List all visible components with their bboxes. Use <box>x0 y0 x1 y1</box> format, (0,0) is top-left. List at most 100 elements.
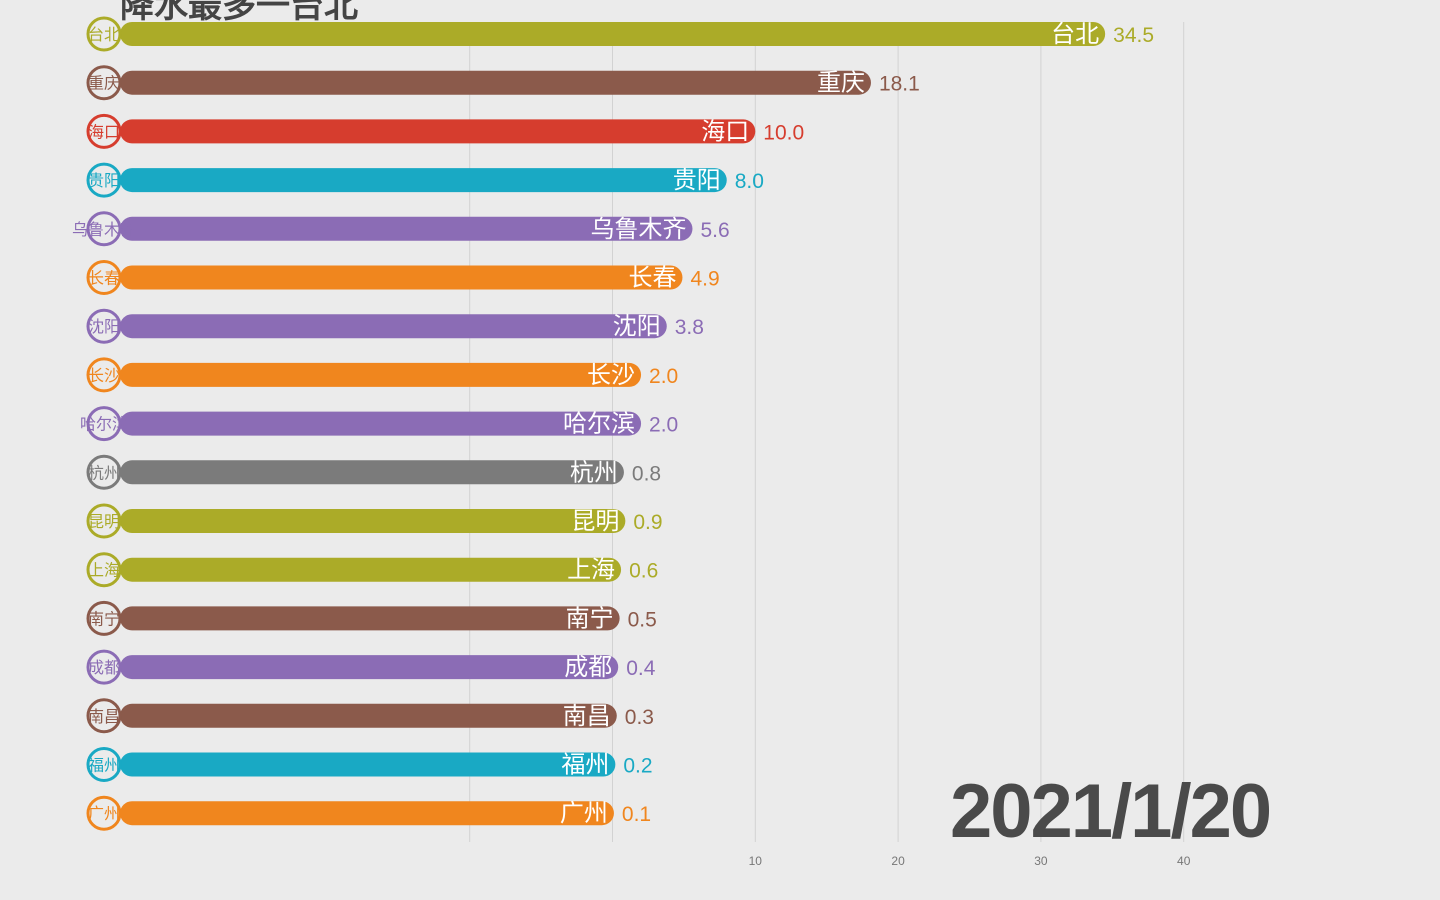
bar <box>120 265 683 290</box>
category-badge-label: 南宁 <box>88 609 120 628</box>
value-label: 0.5 <box>628 608 657 631</box>
bar-row: 广州 广州 0.1 <box>86 795 651 831</box>
bar-row: 海口 海口 10.0 <box>86 113 804 149</box>
category-badge <box>86 162 122 198</box>
category-badge <box>86 795 122 831</box>
bar-label: 沈阳 <box>613 312 661 340</box>
category-badge <box>86 357 122 393</box>
bar-label: 长沙 <box>587 361 635 389</box>
x-tick-label: 30 <box>1034 854 1048 868</box>
bar <box>120 460 624 485</box>
bar <box>120 752 616 777</box>
date-label: 2021/1/20 <box>950 769 1272 854</box>
bar <box>120 314 667 339</box>
bar <box>120 168 727 193</box>
category-badge <box>86 308 122 344</box>
bar <box>120 509 626 533</box>
category-badge-label: 乌鲁木齐 <box>72 220 136 239</box>
category-badge-label: 南昌 <box>88 707 120 726</box>
category-badge <box>86 747 122 782</box>
bar-label: 乌鲁木齐 <box>590 215 686 243</box>
bar-label: 台北 <box>1051 20 1099 48</box>
bar <box>120 362 642 387</box>
chart-title: 降水最多一台北 <box>120 0 358 26</box>
category-badge <box>86 454 122 490</box>
value-label: 2.0 <box>649 365 678 388</box>
value-label: 5.6 <box>700 219 729 242</box>
category-badge-label: 沈阳 <box>88 317 120 336</box>
bar-label: 长春 <box>628 264 676 292</box>
category-badge <box>86 16 122 52</box>
bar-label: 重庆 <box>817 69 865 97</box>
bar-label: 上海 <box>567 556 615 584</box>
category-badge-label: 贵阳 <box>88 171 120 190</box>
gridlines: 10 20 30 40 <box>469 22 1191 868</box>
category-badge-label: 广州 <box>88 804 120 823</box>
category-badge-label: 海口 <box>88 122 120 141</box>
bar <box>120 22 1106 46</box>
bar <box>120 606 620 631</box>
value-label: 0.6 <box>629 560 658 583</box>
category-badge <box>86 600 122 636</box>
bar <box>120 216 693 241</box>
bar <box>120 655 619 680</box>
bar <box>120 70 871 95</box>
bar-row: 长沙 长沙 2.0 <box>86 357 678 393</box>
bar-row: 贵阳 贵阳 8.0 <box>86 162 764 198</box>
bar <box>120 557 622 582</box>
value-label: 8.0 <box>735 170 764 193</box>
category-badge-label: 昆明 <box>88 512 120 531</box>
category-badge <box>86 698 122 734</box>
bar-row: 沈阳 沈阳 3.8 <box>86 308 704 344</box>
category-badge-label: 哈尔滨 <box>80 415 128 434</box>
value-label: 0.9 <box>633 511 662 534</box>
bar-label: 成都 <box>564 653 612 681</box>
category-badge-label: 长沙 <box>88 366 120 385</box>
value-label: 3.8 <box>675 316 704 339</box>
bar-row: 哈尔滨 哈尔滨 2.0 <box>80 406 678 442</box>
value-label: 10.0 <box>763 121 804 144</box>
bar-label: 杭州 <box>570 458 618 486</box>
bar <box>120 801 614 826</box>
value-label: 4.9 <box>690 268 719 291</box>
x-tick-label: 10 <box>749 854 763 868</box>
bar-row: 台北 台北 34.5 <box>86 16 1154 52</box>
category-badge <box>86 503 122 539</box>
bar-row: 长春 长春 4.9 <box>86 260 720 295</box>
bar-label: 广州 <box>560 799 608 827</box>
category-badge-label: 上海 <box>88 561 120 580</box>
x-tick-label: 20 <box>891 854 905 868</box>
category-badge <box>86 406 122 442</box>
value-label: 0.4 <box>626 657 656 680</box>
bar-label: 贵阳 <box>673 166 721 194</box>
category-badge-label: 杭州 <box>88 463 120 482</box>
category-badge <box>86 211 122 247</box>
category-badge-label: 福州 <box>88 756 120 775</box>
category-badge-label: 长春 <box>88 269 120 288</box>
category-badge <box>86 65 122 101</box>
bar-label: 哈尔滨 <box>563 410 635 438</box>
bar <box>120 119 756 144</box>
category-badge <box>86 649 122 685</box>
bar-row: 福州 福州 0.2 <box>86 747 653 782</box>
category-badge-label: 台北 <box>88 25 120 44</box>
bar-row: 南昌 南昌 0.3 <box>86 698 654 734</box>
bar-label: 南昌 <box>563 702 611 730</box>
bar <box>120 411 642 436</box>
bar-row: 上海 上海 0.6 <box>86 552 658 588</box>
bar <box>120 703 617 728</box>
category-badge-label: 成都 <box>88 658 120 677</box>
value-label: 0.3 <box>625 706 654 729</box>
x-tick-label: 40 <box>1177 854 1191 868</box>
value-label: 0.8 <box>632 462 661 485</box>
bar-row: 南宁 南宁 0.5 <box>86 600 657 636</box>
value-label: 34.5 <box>1113 24 1154 47</box>
bar-row: 成都 成都 0.4 <box>86 649 656 685</box>
bar-label: 福州 <box>561 751 609 779</box>
value-label: 0.1 <box>622 803 651 826</box>
value-label: 0.2 <box>623 755 652 778</box>
category-badge <box>86 113 122 149</box>
category-badge <box>86 552 122 588</box>
bar-row: 乌鲁木齐 乌鲁木齐 5.6 <box>72 211 730 247</box>
